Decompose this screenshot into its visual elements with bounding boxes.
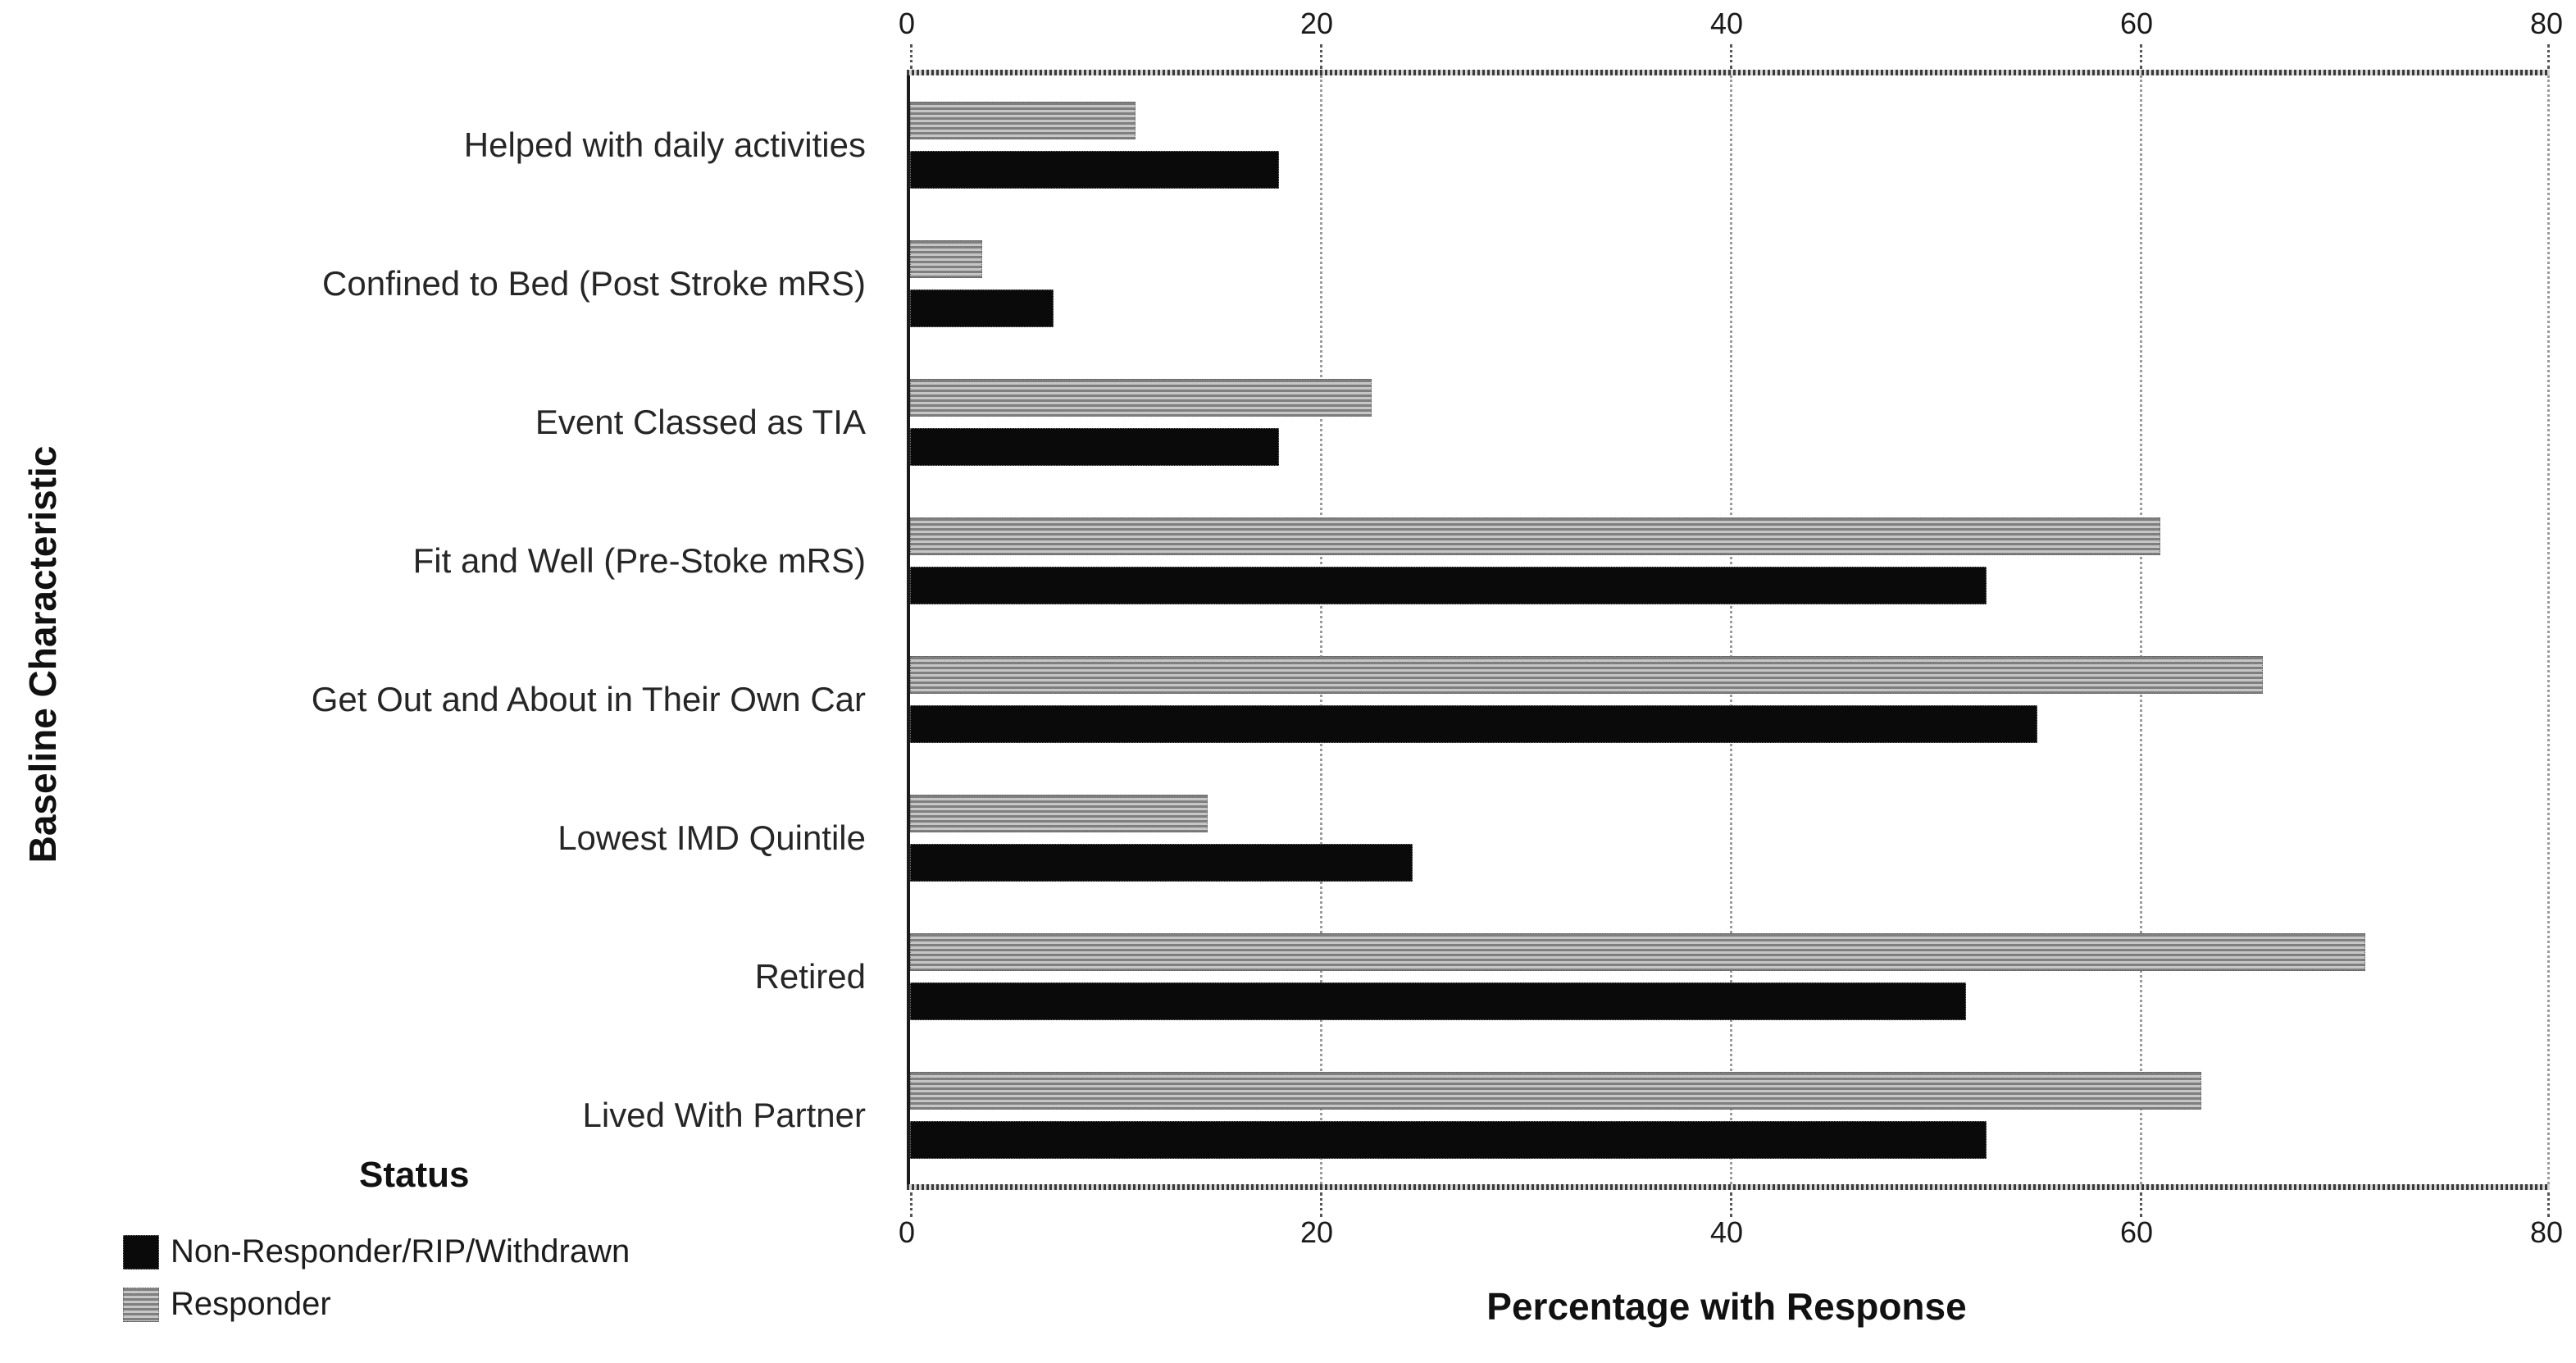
bar-non-responder [910,704,2037,743]
tick-mark [1320,1192,1322,1217]
category-row [910,907,2550,1046]
bar-responder [910,517,2160,555]
gridline-40 [1730,75,1732,1184]
tick-mark [910,1192,913,1217]
legend-label: Responder [171,1286,331,1322]
tick-mark [1730,44,1732,69]
tick-label: 80 [2529,7,2564,40]
top-axis-line [907,70,2550,75]
tick-mark [1730,1192,1732,1217]
bar-non-responder [910,427,1279,466]
gridline-60 [2140,75,2142,1184]
category-label: Get Out and About in Their Own Car [311,679,866,718]
legend-entry-responder: Responder [123,1286,331,1323]
bar-responder [910,932,2365,971]
tick-mark [910,44,913,69]
tick-mark [2547,1192,2550,1217]
tick-mark [2140,1192,2142,1217]
bar-responder [910,655,2263,694]
plot-area [907,44,2550,1217]
tick-label: 0 [898,1215,916,1249]
bar-non-responder [910,566,1987,604]
tick-label: 20 [1299,7,1334,40]
category-label: Retired [754,956,866,996]
bar-non-responder [910,150,1279,189]
legend-swatch-striped-icon [123,1287,159,1322]
bar-rows [910,75,2550,1184]
bar-non-responder [910,982,1966,1020]
bar-non-responder [910,1120,1987,1159]
category-label: Lowest IMD Quintile [558,818,866,857]
tick-label: 0 [898,7,916,40]
category-label: Lived With Partner [582,1095,866,1134]
category-row [910,630,2550,768]
bar-responder [910,378,1372,417]
category-label: Event Classed as TIA [535,402,866,441]
bar-non-responder [910,843,1413,882]
category-label: Confined to Bed (Post Stroke mRS) [322,263,866,303]
tick-label: 40 [1709,7,1744,40]
tick-label: 40 [1709,1215,1744,1249]
legend-title: Status [359,1155,470,1195]
gridline-20 [1320,75,1322,1184]
bottom-axis-line [907,1184,2550,1190]
category-label: Fit and Well (Pre-Stoke mRS) [412,540,866,580]
category-row [910,75,2550,214]
tick-mark [2140,44,2142,69]
tick-label: 80 [2529,1215,2564,1249]
bar-responder [910,101,1136,139]
category-row [910,491,2550,630]
bar-responder [910,794,1208,832]
category-label: Helped with daily activities [463,125,866,164]
tick-mark [2547,44,2550,69]
tick-label: 20 [1299,1215,1334,1249]
tick-label: 60 [2119,7,2154,40]
bar-non-responder [910,289,1054,327]
tick-label: 60 [2119,1215,2154,1249]
category-row [910,353,2550,491]
x-axis-title: Percentage with Response [1486,1285,1967,1328]
gridline-80 [2547,75,2550,1184]
category-row [910,1046,2550,1184]
category-row [910,768,2550,907]
legend-entry-non-responder: Non-Responder/RIP/Withdrawn [123,1233,630,1270]
category-axis: Helped with daily activities Confined to… [0,75,882,1184]
category-row [910,214,2550,353]
legend-label: Non-Responder/RIP/Withdrawn [171,1233,630,1270]
legend-swatch-black-icon [123,1234,159,1270]
bar-responder [910,1071,2201,1110]
tick-mark [1320,44,1322,69]
bar-responder [910,239,982,278]
